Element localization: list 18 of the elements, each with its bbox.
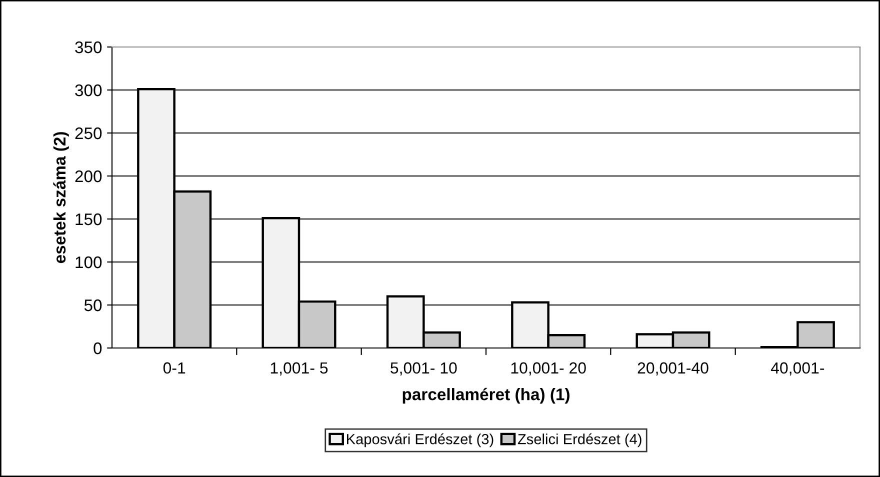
y-tick-label: 50 (84, 299, 102, 312)
y-tick-label: 200 (75, 170, 102, 182)
y-tick-label: 250 (75, 127, 102, 140)
y-tick-label: 0 (94, 342, 102, 354)
y-tick-label: 150 (76, 213, 102, 226)
y-axis-title: esetek száma (2) (53, 132, 69, 264)
x-tick-label: 1,001- 5 (270, 362, 328, 376)
x-tick-label: 40,001- (770, 362, 824, 376)
x-tick-label: 0-1 (163, 362, 186, 374)
legend-label: Zselici Erdészet (4) (518, 433, 642, 448)
legend-label: Kaposvári Erdészet (3) (346, 433, 494, 448)
y-tick-label: 350 (75, 41, 102, 54)
x-tick-label: 20,001-40 (638, 362, 708, 376)
y-tick-label: 300 (75, 84, 102, 96)
x-axis-title: parcellaméret (ha) (1) (402, 388, 570, 404)
x-tick-label: 5,001- 10 (390, 362, 457, 376)
y-tick-label: 100 (76, 256, 102, 268)
x-tick-label: 10,001- 20 (511, 362, 586, 376)
